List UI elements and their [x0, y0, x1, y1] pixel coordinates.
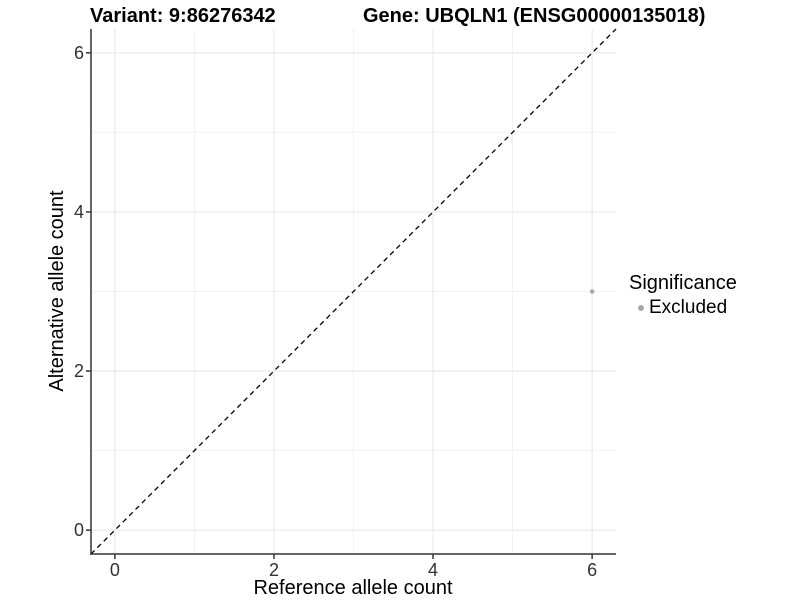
- data-point: [589, 289, 595, 294]
- legend: Significance Excluded: [629, 271, 737, 319]
- legend-entry-excluded: Excluded: [629, 296, 737, 319]
- x-tick-label: 0: [109, 560, 120, 580]
- legend-point-icon: [638, 304, 644, 311]
- y-tick-label: 0: [73, 520, 84, 541]
- identity-reference-line: [90, 28, 617, 555]
- x-axis-title: Reference allele count: [253, 577, 453, 599]
- y-tick-label: 6: [73, 42, 84, 63]
- x-tick-label: 2: [268, 560, 279, 580]
- y-axis-title: Alternative allele count: [46, 190, 68, 392]
- y-tick-label: 4: [73, 201, 84, 222]
- x-tick-label: 4: [428, 560, 439, 580]
- plot-title-gene: Gene: UBQLN1 (ENSG00000135018): [363, 5, 706, 27]
- legend-entry-label: Excluded: [649, 297, 728, 318]
- legend-title: Significance: [629, 272, 737, 294]
- plot-title-variant: Variant: 9:86276342: [90, 5, 276, 27]
- x-tick-label: 6: [587, 560, 598, 580]
- y-tick-label: 2: [73, 361, 84, 382]
